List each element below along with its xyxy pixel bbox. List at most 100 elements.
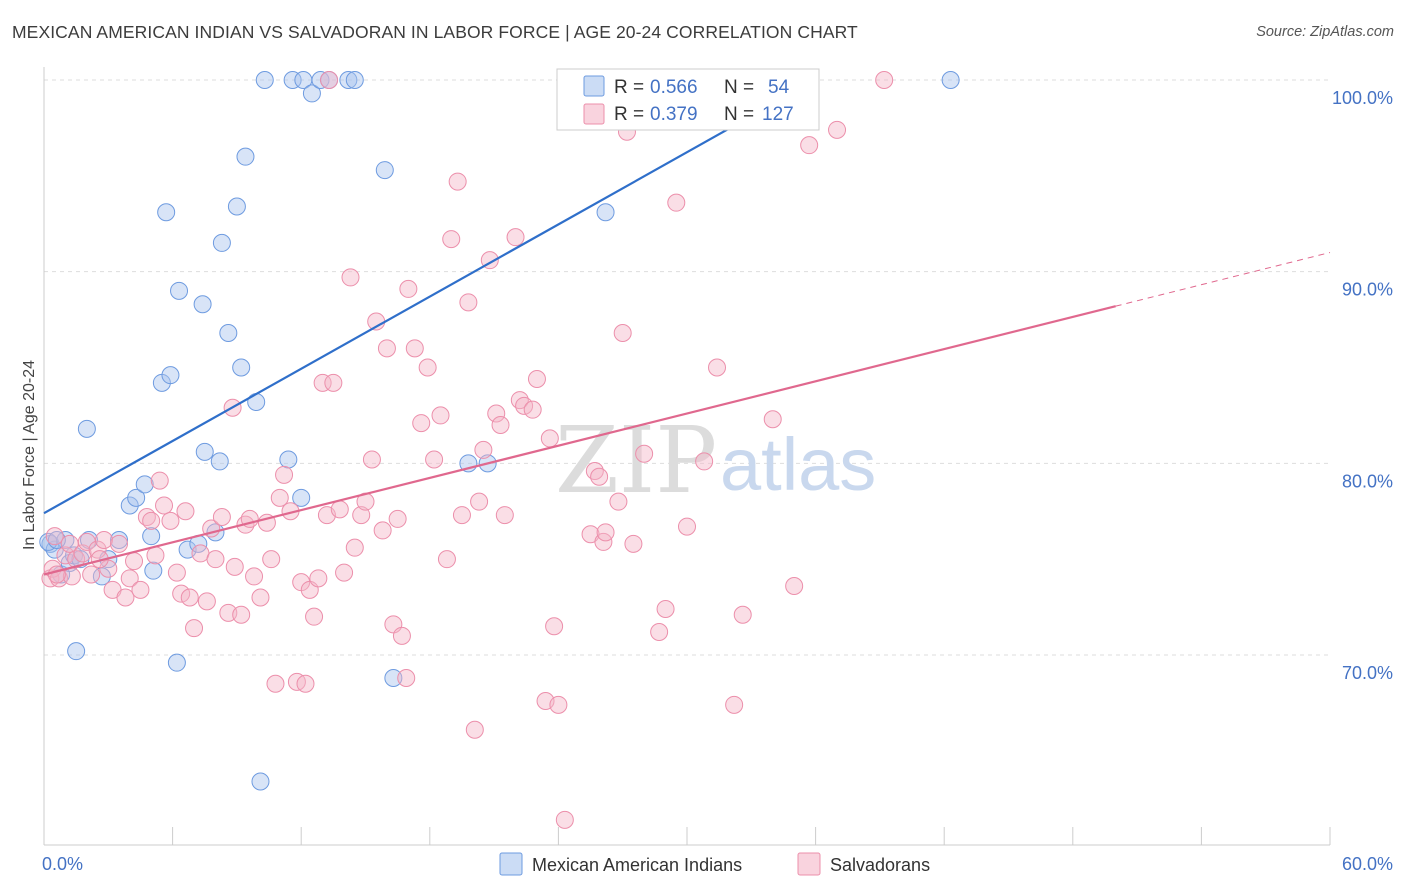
legend-bottom: Mexican American Indians Salvadorans [499,852,930,876]
point-salvadoran [206,550,225,569]
point-mexican-american-indian [110,531,129,549]
point-salvadoran [352,506,371,525]
point-salvadoran [474,440,493,459]
point-salvadoran [763,410,782,429]
point-salvadoran [324,373,343,392]
point-mexican-american-indian [210,452,229,471]
point-salvadoran [305,607,324,626]
point-salvadoran [373,521,392,540]
point-salvadoran [73,544,92,563]
point-mexican-american-indian [219,324,238,342]
point-salvadoran [225,557,244,576]
point-salvadoran [275,465,294,484]
point-mexican-american-indian [77,419,96,438]
point-mexican-american-indian [255,71,274,89]
legend-n-label-2: N = [724,104,754,125]
point-salvadoran [180,588,199,607]
point-salvadoran [150,471,169,490]
point-salvadoran [785,577,804,595]
point-mexican-american-indian [157,203,176,222]
point-salvadoran [82,565,101,584]
point-salvadoran [549,695,568,714]
point-salvadoran [431,406,450,425]
point-mexican-american-indian [167,653,186,672]
point-mexican-american-indian [596,203,615,222]
point-salvadoran [341,268,360,287]
point-mexican-american-indian [236,147,255,166]
point-salvadoran [465,720,484,739]
legend-bottom-label-1: Mexican American Indians [532,855,742,875]
point-salvadoran [191,544,210,563]
point-salvadoran [185,619,204,638]
point-salvadoran [266,674,285,693]
point-salvadoran [613,324,632,342]
point-mexican-american-indian [941,71,960,89]
y-tick-label: 100.0% [1332,88,1393,108]
point-salvadoran [167,563,186,582]
point-salvadoran [596,523,615,542]
point-salvadoran [270,488,289,507]
point-mexican-american-indian [375,161,394,180]
point-salvadoran [470,492,489,511]
point-salvadoran [330,500,349,519]
y-tick-label: 70.0% [1342,663,1393,683]
point-mexican-american-indian [170,281,189,300]
point-mexican-american-indian [345,71,364,89]
point-salvadoran [172,584,191,603]
legend-bottom-label-2: Salvadorans [830,855,930,875]
point-salvadoran [733,605,752,624]
legend-top: R = 0.566 N = 54 R = 0.379 N = 127 [556,68,820,131]
legend-r-value-1: 0.566 [650,77,698,98]
point-mexican-american-indian [302,84,321,103]
point-salvadoran [245,567,264,586]
point-salvadoran [377,339,396,358]
point-salvadoran [437,550,456,569]
point-salvadoran [116,588,135,607]
point-salvadoran [609,492,628,511]
point-salvadoran [459,293,478,312]
point-salvadoran [161,511,180,530]
point-salvadoran [650,623,669,641]
point-salvadoran [131,580,150,599]
x-tick-min: 0.0% [42,854,83,874]
point-mexican-american-indian [67,642,86,661]
trend-line-pink [43,305,1116,576]
point-salvadoran [656,600,675,618]
point-salvadoran [667,193,686,212]
point-salvadoran [555,810,574,829]
point-salvadoran [142,511,161,530]
data-points [39,71,960,829]
point-mexican-american-indian [279,450,298,469]
point-salvadoran [212,508,231,526]
point-mexican-american-indian [292,488,311,507]
legend-n-value-2: 127 [762,104,794,125]
point-salvadoran [875,71,894,89]
legend-swatch-pink [583,103,605,125]
point-salvadoran [405,339,424,358]
legend-n-value-1: 54 [768,77,790,98]
point-mexican-american-indian [251,772,270,791]
point-salvadoran [232,605,251,624]
point-salvadoran [678,517,696,536]
point-salvadoran [448,172,467,191]
point-salvadoran [527,370,546,388]
point-salvadoran [110,534,129,553]
point-salvadoran [345,538,364,557]
point-salvadoran [695,452,714,471]
point-salvadoran [155,496,174,515]
point-salvadoran [47,565,66,584]
point-salvadoran [442,230,461,249]
watermark-zip: ZIP [555,407,717,514]
point-salvadoran [45,527,64,546]
axes [43,67,1331,846]
trend-line-pink-extension [1115,252,1331,307]
point-salvadoran [487,404,506,423]
y-tick-label: 90.0% [1342,280,1393,300]
point-mexican-american-indian [142,527,161,546]
point-mexican-american-indian [193,295,212,314]
point-salvadoran [452,506,471,525]
point-mexican-american-indian [339,71,358,89]
point-salvadoran [309,569,328,588]
point-salvadoran [725,695,744,714]
